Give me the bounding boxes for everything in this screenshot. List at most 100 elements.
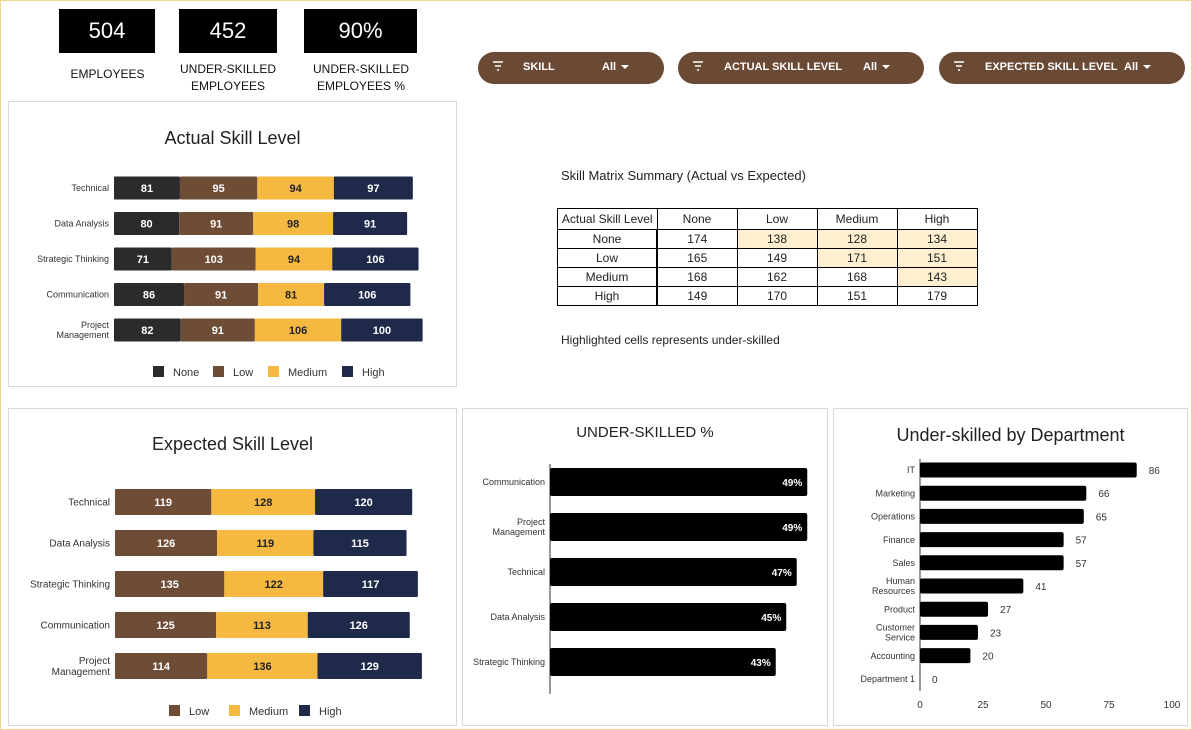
- data-label: 45%: [761, 613, 781, 624]
- matrix-cell: 149: [656, 286, 738, 306]
- bar-segment: [323, 571, 418, 597]
- skill-filter-value[interactable]: All: [602, 61, 629, 73]
- bar-segment: [114, 176, 180, 200]
- bar-segment: [114, 212, 180, 235]
- kpi-label-line: EMPLOYEES: [70, 67, 145, 81]
- data-label: 71: [137, 254, 149, 266]
- kpi-underskilled-pct-value: 90%: [304, 9, 417, 53]
- legend-swatch: [268, 366, 279, 377]
- department-panel: Under-skilled by Department IT 86 Marketin…: [833, 408, 1188, 726]
- legend-label: Medium: [288, 367, 327, 379]
- filter-icon: [493, 61, 503, 71]
- bar-segment: [114, 247, 172, 271]
- actual-skill-level-filter-value[interactable]: All: [863, 61, 890, 73]
- bar-segment: [255, 247, 333, 271]
- kpi-label-line: EMPLOYEES %: [316, 79, 406, 93]
- expected-skill-level-chart: Technical 119 128 120 Data Analysis 126 119 115…: [30, 489, 422, 718]
- data-label: 65: [1096, 512, 1108, 523]
- data-label: 128: [254, 497, 272, 509]
- data-label: 117: [362, 579, 380, 591]
- category-label: Accounting: [870, 651, 915, 661]
- matrix-row-header: Medium: [557, 267, 658, 287]
- expected-chart-title: Expected Skill Level: [151, 434, 314, 454]
- bar-segment: [114, 283, 185, 306]
- bar: [550, 558, 797, 586]
- data-label: 91: [364, 219, 376, 231]
- data-label: 136: [253, 661, 271, 673]
- data-label: 20: [982, 652, 994, 663]
- data-label: 49%: [782, 478, 802, 489]
- bar-segment: [179, 212, 254, 235]
- bar-segment: [115, 530, 218, 556]
- category-label: Data Analysis: [54, 219, 109, 229]
- bar-segment: [217, 530, 314, 556]
- category-label: Strategic Thinking: [473, 657, 545, 667]
- legend-label: High: [362, 367, 385, 379]
- expected-skill-level-filter-value[interactable]: All: [1124, 61, 1151, 73]
- bar: [550, 603, 787, 631]
- kpi-underskilled-pct-label: UNDER-SKILLED EMPLOYEES %: [300, 61, 422, 95]
- legend-label: Medium: [249, 706, 288, 718]
- bar: [920, 648, 971, 664]
- data-label: 81: [285, 290, 297, 302]
- bar-segment: [307, 612, 410, 638]
- matrix-col-header: Low: [736, 208, 818, 230]
- data-label: 113: [253, 620, 271, 632]
- matrix-cell: 165: [656, 248, 738, 268]
- table-header-row: Actual Skill Level None Low Medium High: [557, 208, 978, 230]
- category-label: Department 1: [860, 674, 915, 684]
- data-label: 106: [289, 325, 307, 337]
- category-label: Strategic Thinking: [37, 254, 109, 264]
- bar: [550, 648, 776, 676]
- skill-matrix-table: Actual Skill Level None Low Medium High …: [557, 208, 978, 306]
- legend-swatch: [153, 366, 164, 377]
- data-label: 47%: [772, 568, 792, 579]
- data-label: 66: [1098, 489, 1110, 500]
- matrix-corner-header: Actual Skill Level: [557, 208, 658, 230]
- bar-segment: [313, 530, 407, 556]
- department-chart-title: Under-skilled by Department: [896, 425, 1125, 445]
- data-label: 80: [140, 219, 152, 231]
- data-label: 115: [351, 538, 369, 550]
- table-row: Low 165 149 171 151: [557, 248, 978, 268]
- category-label: Project Management: [492, 517, 545, 537]
- bar-segment: [115, 612, 217, 638]
- table-row: High 149 170 151 179: [557, 286, 978, 306]
- actual-skill-level-panel: Actual Skill Level Technical 81 95 94 97 Data…: [8, 101, 457, 387]
- data-label: 23: [990, 628, 1002, 639]
- data-label: 27: [1000, 605, 1012, 616]
- category-label: Communication: [482, 477, 545, 487]
- skill-filter-label: SKILL: [523, 61, 555, 73]
- legend-swatch: [169, 705, 180, 716]
- matrix-cell-highlighted: 171: [816, 248, 898, 268]
- legend-swatch: [229, 705, 240, 716]
- bar-segment: [115, 571, 225, 597]
- category-label: Technical: [71, 183, 109, 193]
- data-label: 94: [289, 183, 302, 195]
- category-label: Finance: [883, 535, 915, 545]
- data-label: 97: [367, 183, 379, 195]
- matrix-cell: 162: [736, 267, 818, 287]
- table-row: None 174 138 128 134: [557, 229, 978, 249]
- data-label: 119: [154, 497, 172, 509]
- matrix-cell-highlighted: 151: [896, 248, 978, 268]
- data-label: 86: [143, 290, 155, 302]
- category-label: Sales: [892, 558, 915, 568]
- expected-skill-level-filter[interactable]: EXPECTED SKILL LEVEL All: [939, 52, 1185, 84]
- category-label: Customer Service: [876, 623, 915, 643]
- data-label: 100: [373, 325, 391, 337]
- matrix-row-header: None: [557, 229, 658, 249]
- table-row: Medium 168 162 168 143: [557, 267, 978, 287]
- x-tick-label: 100: [1164, 700, 1181, 711]
- data-label: 125: [156, 620, 174, 632]
- skill-filter[interactable]: SKILL All: [478, 52, 664, 84]
- bar-segment: [171, 247, 256, 271]
- actual-skill-level-filter[interactable]: ACTUAL SKILL LEVEL All: [678, 52, 924, 84]
- actual-skill-level-chart: Technical 81 95 94 97 Data Analysis 80 91 98 91 St…: [37, 176, 423, 379]
- bar-segment: [211, 489, 316, 515]
- data-label: 126: [157, 538, 175, 550]
- matrix-cell-highlighted: 128: [816, 229, 898, 249]
- legend-swatch: [299, 705, 310, 716]
- matrix-cell: 179: [896, 286, 978, 306]
- filter-icon: [693, 61, 703, 71]
